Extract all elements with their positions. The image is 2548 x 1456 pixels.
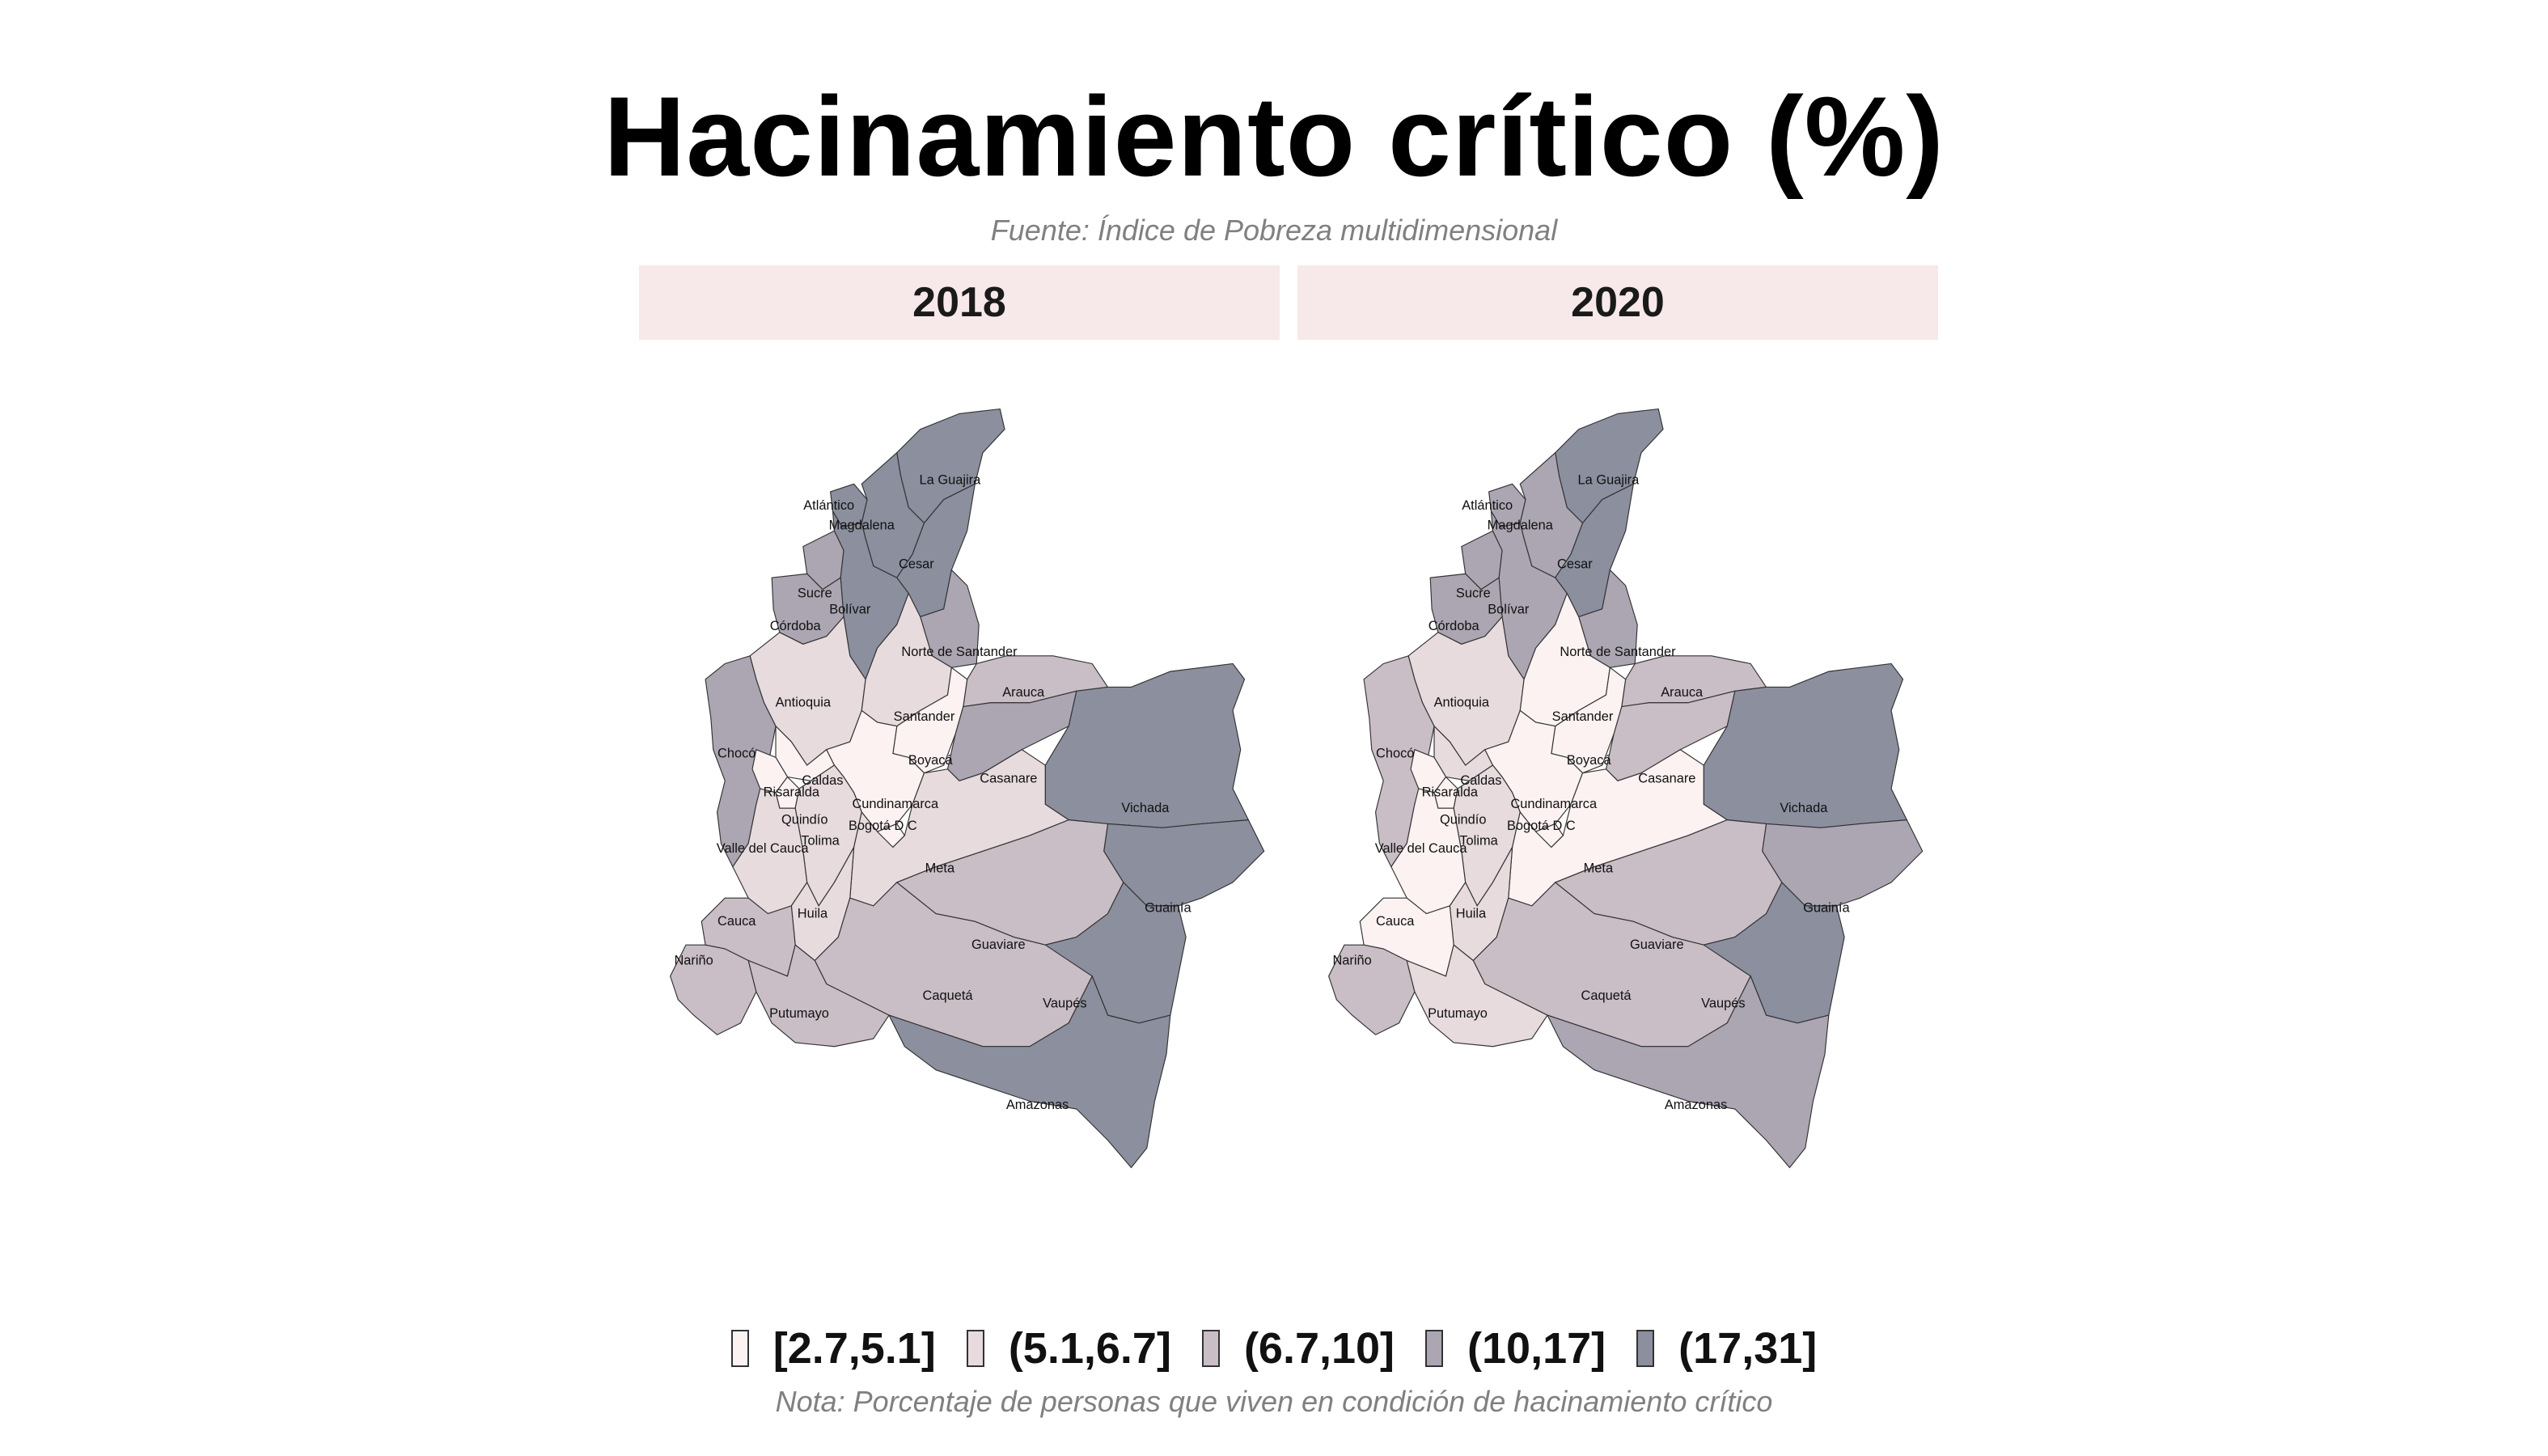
region-label-cauca: Cauca [1376,914,1415,929]
legend-item: (17,31] [1636,1323,1817,1373]
region-label-caldas: Caldas [802,773,843,788]
region-label-vaupes: Vaupés [1701,996,1745,1010]
region-label-arauca: Arauca [1002,685,1045,700]
region-label-bolivar: Bolívar [1488,603,1530,617]
region-label-huila: Huila [1456,906,1487,921]
region-label-risaralda: Risaralda [764,785,820,800]
region-label-atlantico: Atlántico [803,498,854,513]
map-svg-2020: La Guajira Atlántico Magdalena Cesar Sucre Bo… [1328,408,1924,1169]
region-label-cesar: Cesar [899,557,934,572]
region-label-la-guajira: La Guajira [920,472,982,487]
region-label-tolima: Tolima [801,834,840,849]
region-label-atlantico: Atlántico [1462,498,1513,513]
region-label-caldas: Caldas [1460,773,1501,788]
chart-note: Nota: Porcentaje de personas que viven e… [775,1385,1773,1418]
region-label-caqueta: Caquetá [1581,988,1632,1003]
region-label-amazonas: Amazonas [1006,1098,1069,1112]
legend-item: (5.1,6.7] [966,1323,1171,1373]
region-label-choco: Chocó [1376,746,1414,760]
region-label-antioquia: Antioquia [776,696,832,710]
region-label-casanare: Casanare [1638,771,1695,785]
legend-label: (5.1,6.7] [1008,1324,1171,1373]
region-label-santander: Santander [894,709,955,724]
chart-subtitle: Fuente: Índice de Pobreza multidimension… [990,214,1558,247]
region-label-guaviare: Guaviare [971,938,1026,952]
region-label-guainia: Guainía [1145,901,1191,916]
region-label-casanare: Casanare [980,771,1037,785]
map-2020: La Guajira Atlántico Magdalena Cesar Sucre Bo… [1297,348,1938,1230]
region-label-antioquia: Antioquia [1434,696,1490,710]
legend-label: (17,31] [1678,1324,1818,1373]
panel-header-2018: 2018 [639,265,1280,340]
legend-label: [2.7,5.1] [772,1324,936,1373]
legend-swatch [1425,1330,1444,1367]
region-label-narino: Nariño [1332,953,1371,967]
legend-item: [2.7,5.1] [730,1323,936,1373]
region-label-santander: Santander [1552,709,1614,724]
region-label-meta: Meta [925,861,955,875]
region-label-putumayo: Putumayo [769,1006,829,1021]
map-svg-2018: La Guajira Atlántico Magdalena Cesar Sucre Bo… [670,408,1265,1169]
region-label-guaviare: Guaviare [1630,938,1684,952]
legend-item: (6.7,10] [1201,1323,1395,1373]
chart-title: Hacinamiento crítico (%) [603,73,1945,200]
legend: [2.7,5.1] (5.1,6.7] (6.7,10] (10,17] (17… [0,1323,2548,1373]
region-label-boyaca: Boyacá [1567,753,1612,768]
region-label-meta: Meta [1584,861,1614,875]
region-label-cordoba: Córdoba [1428,619,1480,633]
region-label-bogota: Bogotá D C [1507,819,1576,833]
legend-swatch [966,1330,984,1367]
region-label-amazonas: Amazonas [1665,1098,1728,1112]
region-amazonas [887,975,1171,1169]
legend-label: (10,17] [1467,1324,1606,1373]
region-label-vaupes: Vaupés [1043,996,1086,1010]
region-label-vichada: Vichada [1780,801,1828,815]
region-label-vichada: Vichada [1121,801,1170,815]
region-label-quindio: Quindío [781,812,827,827]
region-label-bolivar: Bolívar [829,603,871,617]
region-label-cesar: Cesar [1557,557,1593,572]
region-label-risaralda: Risaralda [1422,785,1479,800]
panel-header-2020: 2020 [1297,265,1938,340]
map-2018: La Guajira Atlántico Magdalena Cesar Sucre Bo… [639,348,1280,1230]
region-label-norte-santander: Norte de Santander [901,645,1018,659]
legend-item: (10,17] [1425,1323,1606,1373]
region-label-choco: Chocó [717,746,756,760]
region-label-narino: Nariño [674,953,713,967]
region-label-guainia: Guainía [1803,901,1850,916]
region-label-cordoba: Córdoba [770,619,822,633]
legend-swatch [730,1330,749,1367]
region-label-sucre: Sucre [798,586,832,600]
region-label-huila: Huila [798,906,828,921]
region-label-tolima: Tolima [1459,834,1498,849]
region-label-bogota: Bogotá D C [849,819,917,833]
region-label-cauca: Cauca [717,914,756,929]
region-label-valle: Valle del Cauca [717,841,810,856]
region-label-caqueta: Caquetá [922,988,973,1003]
region-label-norte-santander: Norte de Santander [1560,645,1676,659]
region-label-sucre: Sucre [1456,586,1491,600]
legend-label: (6.7,10] [1243,1324,1395,1373]
region-label-magdalena: Magdalena [829,518,895,532]
region-label-cundinamarca: Cundinamarca [852,797,939,811]
legend-swatch [1201,1330,1220,1367]
region-label-boyaca: Boyacá [908,753,954,768]
region-label-arauca: Arauca [1661,685,1704,700]
region-label-valle: Valle del Cauca [1375,841,1468,856]
region-putumayo [747,944,890,1048]
legend-swatch [1636,1330,1655,1367]
region-amazonas [1546,975,1830,1169]
region-putumayo [1406,944,1548,1048]
region-label-quindio: Quindío [1440,812,1486,827]
region-label-cundinamarca: Cundinamarca [1510,797,1598,811]
region-label-putumayo: Putumayo [1428,1006,1488,1021]
region-label-la-guajira: La Guajira [1578,472,1640,487]
region-label-magdalena: Magdalena [1488,518,1554,532]
